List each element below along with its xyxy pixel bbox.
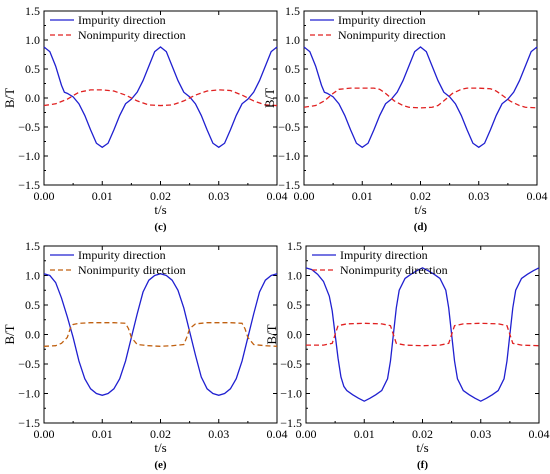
- panel-label: (d): [414, 221, 428, 233]
- legend-label: Impurity direction: [338, 13, 426, 27]
- x-tick-label: 0.03: [468, 189, 489, 203]
- x-axis-label: t/s: [416, 440, 428, 455]
- chart-panel: 0.00 0.01 0.02 0.03 0.04 −1.5 −1.0 −0.5 0.0 0.5 1.…: [2, 4, 288, 233]
- series-line-impurity: [303, 46, 538, 149]
- y-tick-label: −1.0: [280, 387, 302, 401]
- y-tick-label: 1.5: [285, 4, 300, 18]
- x-tick-label: 0.00: [34, 427, 55, 441]
- series-line-nonimpurity: [306, 322, 540, 347]
- y-tick-label: −1.0: [18, 387, 40, 401]
- y-tick-label: 1.0: [285, 33, 300, 47]
- x-axis-label: t/s: [414, 202, 426, 217]
- series-line-nonimpurity: [303, 87, 538, 109]
- series-line-nonimpurity: [43, 322, 278, 347]
- x-tick-label: 0.02: [410, 189, 431, 203]
- x-tick-label: 0.02: [150, 189, 171, 203]
- legend-label: Nonimpurity direction: [338, 28, 446, 42]
- y-tick-label: 1.0: [287, 269, 302, 283]
- y-tick-label: 1.5: [25, 239, 40, 253]
- y-axis-label: B/T: [2, 324, 17, 344]
- panel-label: (f): [417, 459, 428, 471]
- chart-panel: 0.00 0.01 0.02 0.03 0.04 −1.5 −1.0 −0.5 0.0 0.5 1.…: [2, 239, 288, 471]
- y-tick-label: 0.5: [25, 298, 40, 312]
- legend-label: Nonimpurity direction: [78, 263, 186, 277]
- y-tick-label: 1.5: [287, 239, 302, 253]
- series-line-impurity: [43, 46, 278, 149]
- x-axis-label: t/s: [154, 202, 166, 217]
- y-axis-label: B/T: [262, 88, 277, 108]
- y-tick-label: 0.0: [285, 91, 300, 105]
- y-tick-label: −1.0: [18, 149, 40, 163]
- legend-label: Nonimpurity direction: [78, 28, 186, 42]
- x-tick-label: 0.03: [208, 427, 229, 441]
- series-line-impurity: [305, 267, 540, 402]
- y-tick-label: −0.5: [18, 120, 40, 134]
- x-tick-label: 0.04: [529, 427, 550, 441]
- x-tick-label: 0.03: [208, 189, 229, 203]
- y-tick-label: 0.5: [25, 62, 40, 76]
- x-tick-label: 0.02: [150, 427, 171, 441]
- y-tick-label: −1.5: [278, 178, 300, 192]
- chart-panel: 0.00 0.01 0.02 0.03 0.04−1.5−1.0−0.50.00.51.…: [264, 239, 550, 471]
- y-axis-label: B/T: [264, 324, 279, 344]
- x-tick-label: 0.03: [470, 427, 491, 441]
- x-tick-label: 0.04: [527, 189, 548, 203]
- y-tick-label: 1.5: [25, 4, 40, 18]
- y-tick-label: 1.0: [25, 33, 40, 47]
- x-tick-label: 0.01: [352, 189, 373, 203]
- y-tick-label: −1.5: [280, 416, 302, 430]
- chart-panel: 0.00 0.01 0.02 0.03 0.04−1.5−1.0−0.50.00.51.…: [262, 4, 548, 233]
- panel-label: (c): [154, 221, 167, 233]
- x-tick-label: 0.01: [92, 427, 113, 441]
- y-tick-label: 0.0: [25, 91, 40, 105]
- y-tick-label: 0.5: [287, 298, 302, 312]
- y-tick-label: 0.0: [287, 328, 302, 342]
- x-tick-label: 0.00: [296, 427, 317, 441]
- y-tick-label: −0.5: [278, 120, 300, 134]
- y-tick-label: −1.5: [18, 178, 40, 192]
- series-line-nonimpurity: [43, 89, 278, 107]
- y-tick-label: 1.0: [25, 269, 40, 283]
- y-tick-label: −1.5: [18, 416, 40, 430]
- x-tick-label: 0.01: [92, 189, 113, 203]
- legend-label: Impurity direction: [340, 248, 428, 262]
- legend-label: Impurity direction: [78, 248, 166, 262]
- y-axis-label: B/T: [2, 88, 17, 108]
- y-tick-label: 0.5: [285, 62, 300, 76]
- x-axis-label: t/s: [154, 440, 166, 455]
- y-tick-label: −0.5: [280, 357, 302, 371]
- x-tick-label: 0.01: [354, 427, 375, 441]
- legend-label: Nonimpurity direction: [340, 263, 448, 277]
- series-line-impurity: [43, 273, 278, 396]
- x-tick-label: 0.00: [294, 189, 315, 203]
- legend-label: Impurity direction: [78, 13, 166, 27]
- y-tick-label: −1.0: [278, 149, 300, 163]
- y-tick-label: −0.5: [18, 357, 40, 371]
- x-tick-label: 0.00: [34, 189, 55, 203]
- x-tick-label: 0.04: [267, 427, 288, 441]
- x-tick-label: 0.02: [412, 427, 433, 441]
- panel-label: (e): [154, 459, 167, 471]
- y-tick-label: 0.0: [25, 328, 40, 342]
- x-tick-label: 0.04: [267, 189, 288, 203]
